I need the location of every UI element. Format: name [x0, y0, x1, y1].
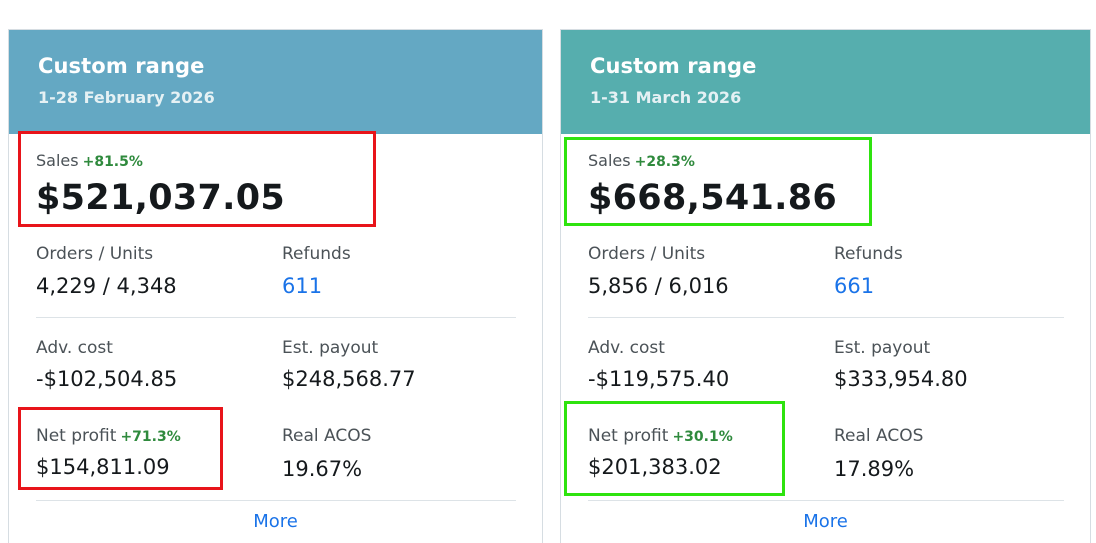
net-profit-value: $154,811.09	[36, 455, 170, 479]
real-acos-label: Real ACOS	[834, 426, 924, 446]
refunds-link[interactable]: 611	[282, 274, 323, 298]
divider	[36, 500, 516, 501]
divider	[588, 500, 1064, 501]
net-profit-change: +71.3%	[120, 429, 181, 445]
sales-highlight-box-green	[564, 137, 872, 226]
net-profit-label-row: Net profit +30.1%	[588, 426, 733, 446]
card-date-range: 1-28 February 2026	[38, 88, 215, 107]
net-profit-label: Net profit	[588, 426, 669, 446]
est-payout-label: Est. payout	[282, 338, 379, 358]
refunds-label: Refunds	[282, 244, 351, 264]
est-payout-label: Est. payout	[834, 338, 931, 358]
sales-value: $668,541.86	[588, 178, 838, 218]
real-acos-label: Real ACOS	[282, 426, 372, 446]
adv-cost-value: -$102,504.85	[36, 367, 178, 391]
card-title: Custom range	[590, 54, 757, 78]
est-payout-value: $248,568.77	[282, 367, 416, 391]
orders-units-value: 4,229 / 4,348	[36, 274, 177, 298]
sales-label-row: Sales +81.5%	[36, 151, 143, 170]
divider	[36, 317, 516, 318]
refunds-label: Refunds	[834, 244, 903, 264]
net-profit-highlight-box-green	[564, 401, 785, 496]
refunds-link[interactable]: 661	[834, 274, 875, 298]
sales-change: +81.5%	[82, 154, 143, 170]
est-payout-value: $333,954.80	[834, 367, 968, 391]
adv-cost-label: Adv. cost	[588, 338, 665, 358]
card-date-range: 1-31 March 2026	[590, 88, 742, 107]
net-profit-highlight-box-red	[18, 407, 223, 490]
sales-change: +28.3%	[634, 154, 695, 170]
more-link[interactable]: More	[803, 511, 848, 532]
net-profit-change: +30.1%	[672, 429, 733, 445]
sales-highlight-box-red	[18, 131, 376, 227]
divider	[588, 317, 1064, 318]
real-acos-value: 19.67%	[282, 457, 363, 481]
card-header: Custom range 1-28 February 2026	[9, 30, 542, 134]
sales-label-row: Sales +28.3%	[588, 151, 695, 170]
period-card-march: Custom range 1-31 March 2026 Sales +28.3%…	[560, 29, 1091, 543]
sales-label: Sales	[588, 151, 631, 170]
adv-cost-label: Adv. cost	[36, 338, 113, 358]
more-link[interactable]: More	[253, 511, 298, 532]
real-acos-value: 17.89%	[834, 457, 915, 481]
orders-units-label: Orders / Units	[588, 244, 706, 264]
net-profit-label: Net profit	[36, 426, 117, 446]
orders-units-value: 5,856 / 6,016	[588, 274, 729, 298]
sales-value: $521,037.05	[36, 178, 286, 218]
net-profit-label-row: Net profit +71.3%	[36, 426, 181, 446]
card-title: Custom range	[38, 54, 205, 78]
period-card-february: Custom range 1-28 February 2026 Sales +81…	[8, 29, 543, 543]
adv-cost-value: -$119,575.40	[588, 367, 730, 391]
card-header: Custom range 1-31 March 2026	[561, 30, 1090, 134]
sales-label: Sales	[36, 151, 79, 170]
orders-units-label: Orders / Units	[36, 244, 154, 264]
net-profit-value: $201,383.02	[588, 455, 722, 479]
